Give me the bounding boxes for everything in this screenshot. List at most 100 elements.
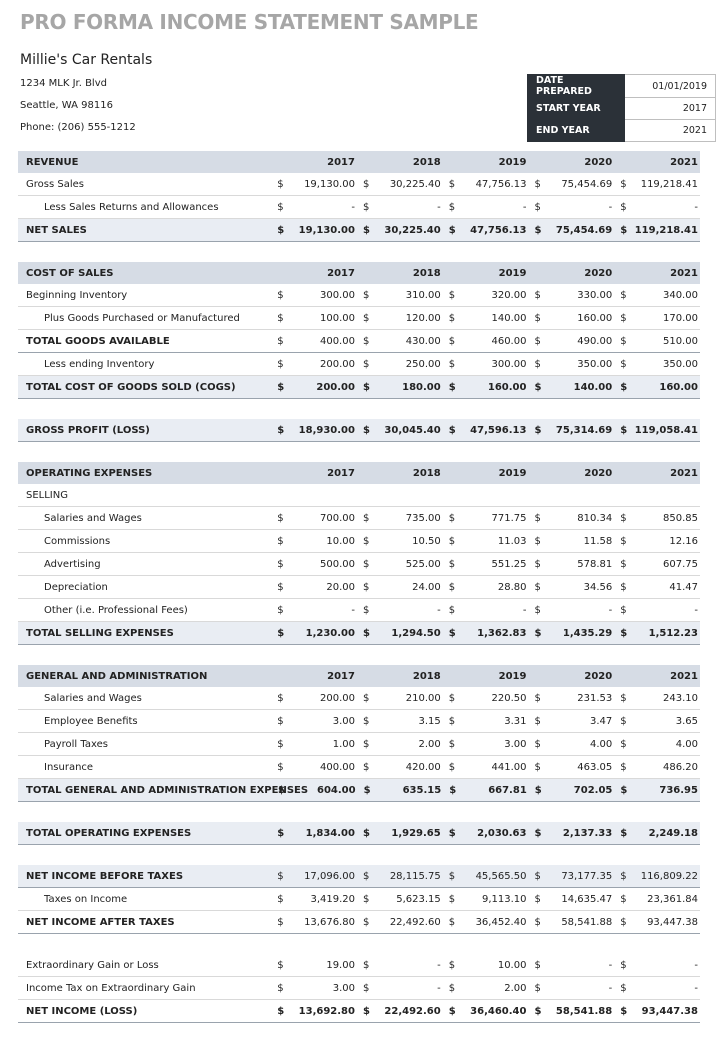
- amount: 140.00: [491, 312, 527, 324]
- currency: $: [277, 916, 284, 928]
- cell: $3.15: [357, 716, 443, 727]
- cell: $22,492.60: [357, 917, 443, 928]
- currency: $: [534, 224, 542, 236]
- row-label: Beginning Inventory: [26, 289, 128, 301]
- currency: $: [534, 335, 541, 347]
- year-cell: 2019: [443, 268, 529, 279]
- currency: $: [277, 627, 285, 639]
- amount: -: [608, 959, 613, 971]
- cell: $36,452.40: [443, 917, 529, 928]
- currency: $: [362, 870, 370, 882]
- currency: $: [277, 424, 285, 436]
- section: GENERAL AND ADMINISTRATION 2017 2018 2019 20…: [18, 665, 700, 802]
- amount: 441.00: [491, 761, 527, 773]
- currency: $: [534, 289, 541, 301]
- year: 2019: [498, 156, 527, 168]
- currency: $: [534, 715, 541, 727]
- currency: $: [534, 870, 541, 882]
- cell: $93,447.38: [614, 1006, 700, 1017]
- amount: 635.15: [402, 784, 442, 796]
- section: GROSS PROFIT (LOSS) $18,930.00 $30,045.40 $…: [18, 419, 700, 442]
- cell: $771.75: [443, 513, 529, 524]
- currency: $: [534, 893, 541, 905]
- currency: $: [448, 424, 456, 436]
- amount: 30,225.40: [389, 178, 441, 190]
- currency: $: [362, 289, 370, 301]
- row: Advertising $500.00 $525.00 $551.25 $578.81 $…: [18, 553, 700, 576]
- amount: 1,435.29: [562, 627, 613, 639]
- header-label: GENERAL AND ADMINISTRATION: [26, 670, 208, 682]
- amount: 160.00: [487, 381, 527, 393]
- cell: $12.16: [614, 536, 700, 547]
- cell: $486.20: [614, 762, 700, 773]
- amount: 430.00: [405, 335, 441, 347]
- currency: $: [277, 289, 284, 301]
- year: 2020: [584, 670, 613, 682]
- amount: 607.75: [663, 558, 699, 570]
- cell: $400.00: [271, 762, 357, 773]
- info-value: 2017: [624, 97, 716, 120]
- row-label: Plus Goods Purchased or Manufactured: [44, 312, 240, 324]
- amount: 30,045.40: [384, 424, 441, 436]
- currency: $: [448, 827, 456, 839]
- amount: 3.00: [504, 738, 527, 750]
- amount: 20.00: [326, 581, 356, 593]
- amount: 19,130.00: [304, 178, 355, 190]
- row-label: Gross Sales: [26, 178, 84, 190]
- section-header: OPERATING EXPENSES 2017 2018 2019 2020 2021: [18, 462, 700, 484]
- year-cell: 2018: [357, 468, 443, 479]
- year-cell: 2019: [443, 468, 529, 479]
- amount: 19,130.00: [298, 224, 355, 236]
- currency: $: [363, 761, 370, 773]
- currency: $: [534, 627, 542, 639]
- cell: $75,314.69: [528, 425, 614, 436]
- currency: $: [277, 893, 284, 905]
- amount: 119,218.41: [640, 178, 698, 190]
- cell: $400.00: [271, 336, 357, 347]
- year-cell: 2021: [614, 268, 700, 279]
- amount: 850.85: [663, 512, 699, 524]
- year-cell: 2019: [443, 157, 529, 168]
- cell: $350.00: [529, 359, 615, 370]
- cell: $3.00: [271, 716, 357, 727]
- amount: 4.00: [675, 738, 699, 750]
- currency: $: [448, 224, 456, 236]
- row-label: TOTAL COST OF GOODS SOLD (COGS): [26, 381, 236, 393]
- currency: $: [620, 604, 627, 616]
- amount: 3.00: [332, 982, 355, 994]
- row: NET INCOME (LOSS) $13,692.80 $22,492.60 $36…: [18, 1000, 700, 1023]
- currency: $: [362, 982, 370, 994]
- row-label: GROSS PROFIT (LOSS): [26, 424, 150, 436]
- amount: 200.00: [320, 358, 356, 370]
- cell: $3,419.20: [271, 894, 357, 905]
- row: TOTAL OPERATING EXPENSES $1,834.00 $1,929.…: [18, 822, 700, 845]
- cell: $ -: [528, 960, 614, 971]
- row-label: Salaries and Wages: [44, 512, 142, 524]
- row: Depreciation $20.00 $24.00 $28.80 $34.56 $41.…: [18, 576, 700, 599]
- cell: $551.25: [443, 559, 529, 570]
- cell: $47,596.13: [443, 425, 529, 436]
- amount: 3.65: [675, 715, 699, 727]
- year: 2021: [670, 670, 698, 682]
- currency: $: [620, 581, 627, 593]
- currency: $: [620, 201, 627, 213]
- currency: $: [448, 312, 456, 324]
- currency: $: [277, 827, 285, 839]
- cell: $1,512.23: [614, 628, 700, 639]
- currency: $: [534, 201, 541, 213]
- cell: $93,447.38: [614, 917, 700, 928]
- cell: $14,635.47: [529, 894, 615, 905]
- amount: 735.00: [405, 512, 441, 524]
- cell: $2.00: [357, 739, 443, 750]
- amount: -: [694, 604, 699, 616]
- row: Taxes on Income $3,419.20 $5,623.15 $9,113.…: [18, 888, 700, 911]
- cell: $58,541.88: [528, 1006, 614, 1017]
- currency: $: [620, 692, 627, 704]
- cell: $4.00: [614, 739, 700, 750]
- amount: 75,454.69: [561, 178, 613, 190]
- currency: $: [534, 738, 541, 750]
- amount: 119,218.41: [634, 224, 698, 236]
- cell: $604.00: [272, 785, 358, 796]
- amount: -: [608, 201, 613, 213]
- amount: 340.00: [662, 289, 698, 301]
